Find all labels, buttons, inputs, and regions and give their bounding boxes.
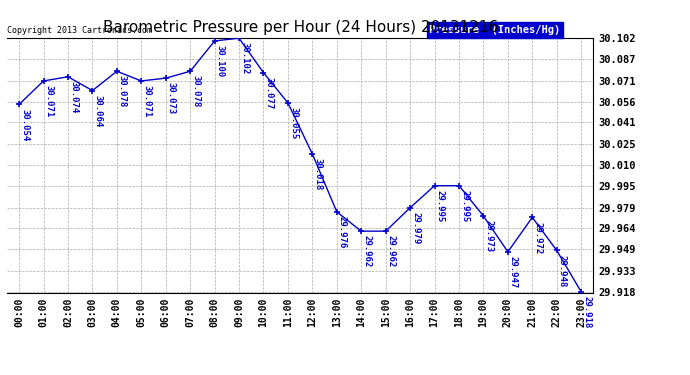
Text: 29.995: 29.995 (435, 190, 444, 222)
Text: 29.948: 29.948 (558, 255, 566, 287)
Text: 29.973: 29.973 (484, 220, 493, 252)
Text: 30.071: 30.071 (45, 85, 54, 117)
Text: 29.918: 29.918 (582, 296, 591, 328)
Text: 30.078: 30.078 (118, 75, 127, 108)
Text: 30.074: 30.074 (69, 81, 78, 113)
Text: 29.947: 29.947 (509, 256, 518, 288)
Text: 29.995: 29.995 (460, 190, 469, 222)
Text: 30.071: 30.071 (142, 85, 151, 117)
Text: 30.077: 30.077 (264, 77, 273, 109)
Text: 29.962: 29.962 (386, 236, 396, 268)
Text: 30.078: 30.078 (191, 75, 200, 108)
Text: 29.962: 29.962 (362, 236, 371, 268)
Text: 30.064: 30.064 (93, 95, 103, 127)
Text: 29.976: 29.976 (338, 216, 347, 248)
Text: 30.073: 30.073 (167, 82, 176, 115)
Text: 30.100: 30.100 (216, 45, 225, 77)
Text: 30.102: 30.102 (240, 42, 249, 75)
Text: Copyright 2013 Cartronics.com: Copyright 2013 Cartronics.com (7, 26, 152, 35)
Text: 29.979: 29.979 (411, 212, 420, 244)
Text: 30.018: 30.018 (313, 158, 322, 190)
Text: 29.972: 29.972 (533, 222, 542, 254)
Text: Pressure  (Inches/Hg): Pressure (Inches/Hg) (429, 25, 560, 35)
Text: 30.055: 30.055 (289, 107, 298, 140)
Text: 30.054: 30.054 (20, 108, 29, 141)
Title: Barometric Pressure per Hour (24 Hours) 20131216: Barometric Pressure per Hour (24 Hours) … (103, 20, 497, 35)
